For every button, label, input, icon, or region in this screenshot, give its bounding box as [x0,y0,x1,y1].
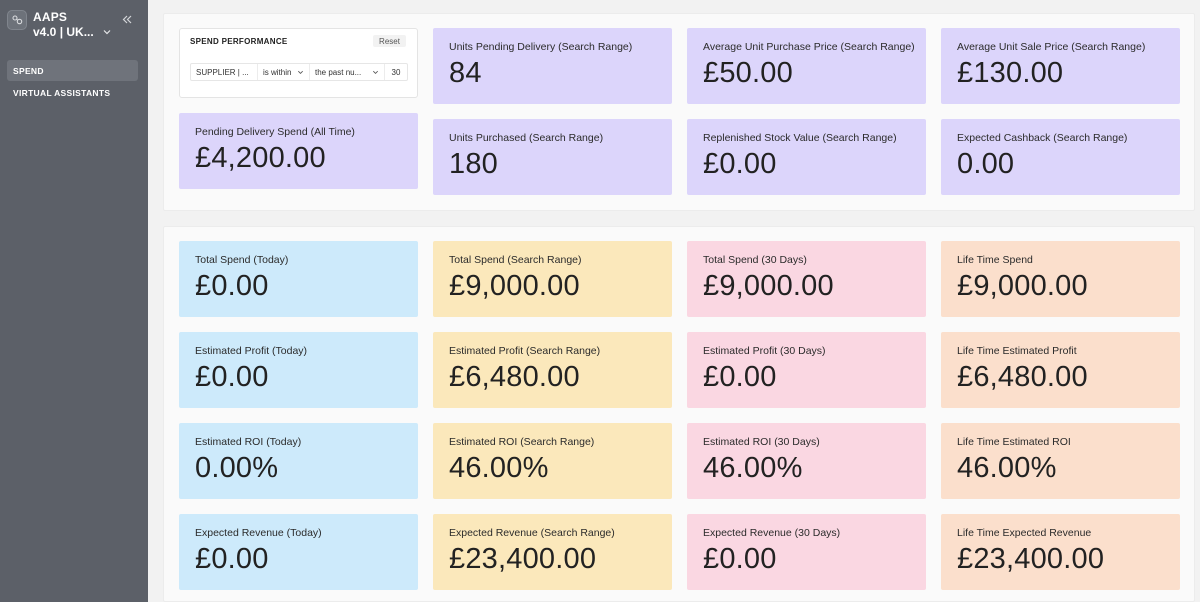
stat-label: Estimated Profit (Today) [195,345,308,357]
stat-card-expected-revenue-30-days: Expected Revenue (30 Days) £0.00 [687,514,926,590]
filter-title: SPEND PERFORMANCE [190,37,288,46]
filter-field-value: SUPPLIER | ... [196,67,249,77]
stat-value: 46.00% [449,452,549,484]
stat-value: £0.00 [195,543,269,575]
stat-label: Replenished Stock Value (Search Range) [703,132,897,144]
stat-value: £50.00 [703,57,793,89]
chevron-down-icon [298,70,303,74]
stat-card-estimated-profit-search-range: Estimated Profit (Search Range) £6,480.0… [433,332,672,408]
stat-value: £9,000.00 [703,270,834,302]
brand-version: v4.0 | UK... [33,25,94,39]
collapse-sidebar-icon[interactable] [120,12,134,26]
stat-card-replenished-stock-value: Replenished Stock Value (Search Range) £… [687,119,926,195]
stat-label: Total Spend (Search Range) [449,254,582,266]
stat-label: Units Purchased (Search Range) [449,132,604,144]
filter-relative-select[interactable]: the past nu... [310,64,385,80]
stat-value: £23,400.00 [449,543,597,575]
stat-label: Life Time Estimated Profit [957,345,1077,357]
stat-card-life-time-estimated-roi: Life Time Estimated ROI 46.00% [941,423,1180,499]
chevron-down-icon[interactable] [100,25,114,39]
stat-label: Total Spend (Today) [195,254,289,266]
stat-value: £6,480.00 [449,361,580,393]
stat-card-estimated-profit-today: Estimated Profit (Today) £0.00 [179,332,418,408]
stat-value: £0.00 [703,543,777,575]
stat-card-estimated-roi-today: Estimated ROI (Today) 0.00% [179,423,418,499]
stat-label: Expected Revenue (Search Range) [449,527,615,539]
sidebar-item-virtual-assistants[interactable]: VIRTUAL ASSISTANTS [13,87,111,98]
stat-value: £4,200.00 [195,142,326,174]
filter-operator-select[interactable]: is within [258,64,310,80]
stat-label: Life Time Expected Revenue [957,527,1092,539]
stat-card-expected-cashback: Expected Cashback (Search Range) 0.00 [941,119,1180,195]
stat-value: £23,400.00 [957,543,1105,575]
stat-card-life-time-expected-revenue: Life Time Expected Revenue £23,400.00 [941,514,1180,590]
filter-field-select[interactable]: SUPPLIER | ... [191,64,258,80]
sidebar-nav: SPEND VIRTUAL ASSISTANTS [7,60,138,104]
stat-card-average-unit-sale-price: Average Unit Sale Price (Search Range) £… [941,28,1180,104]
stat-card-total-spend-today: Total Spend (Today) £0.00 [179,241,418,317]
stat-label: Expected Revenue (Today) [195,527,322,539]
filter-value: 30 [391,67,401,77]
stat-label: Life Time Spend [957,254,1033,266]
stat-label: Average Unit Sale Price (Search Range) [957,41,1146,53]
stat-value: £0.00 [195,361,269,393]
stat-value: 46.00% [957,452,1057,484]
stat-value: 0.00% [195,452,279,484]
filter-relative-value: the past nu... [315,67,362,77]
stat-label: Estimated Profit (30 Days) [703,345,826,357]
stat-label: Total Spend (30 Days) [703,254,807,266]
stat-card-estimated-roi-30-days: Estimated ROI (30 Days) 46.00% [687,423,926,499]
stat-label: Estimated Profit (Search Range) [449,345,601,357]
stat-label: Expected Revenue (30 Days) [703,527,841,539]
stat-label: Estimated ROI (Search Range) [449,436,595,448]
stat-label: Pending Delivery Spend (All Time) [195,126,355,138]
stat-card-total-spend-search-range: Total Spend (Search Range) £9,000.00 [433,241,672,317]
stat-label: Life Time Estimated ROI [957,436,1071,448]
stat-value: 0.00 [957,148,1015,180]
brand-name: AAPS [33,10,68,24]
stat-value: £0.00 [703,148,777,180]
stat-card-units-purchased: Units Purchased (Search Range) 180 [433,119,672,195]
reset-button[interactable]: Reset [373,35,406,47]
stat-card-estimated-roi-search-range: Estimated ROI (Search Range) 46.00% [433,423,672,499]
stat-value: £9,000.00 [449,270,580,302]
stat-label: Estimated ROI (30 Days) [703,436,820,448]
stat-value: £0.00 [703,361,777,393]
stat-card-life-time-spend: Life Time Spend £9,000.00 [941,241,1180,317]
stat-value: 46.00% [703,452,803,484]
stat-card-estimated-profit-30-days: Estimated Profit (30 Days) £0.00 [687,332,926,408]
stat-card-average-unit-purchase-price: Average Unit Purchase Price (Search Rang… [687,28,926,104]
stat-card-total-spend-30-days: Total Spend (30 Days) £9,000.00 [687,241,926,317]
sidebar: AAPS v4.0 | UK... SPEND VIRTUAL ASSISTAN… [0,0,148,602]
stat-card-units-pending-delivery: Units Pending Delivery (Search Range) 84 [433,28,672,104]
spend-performance-filter: SPEND PERFORMANCE Reset SUPPLIER | ... i… [179,28,418,98]
stat-card-life-time-estimated-profit: Life Time Estimated Profit £6,480.00 [941,332,1180,408]
stat-label: Average Unit Purchase Price (Search Rang… [703,41,915,53]
stat-label: Expected Cashback (Search Range) [957,132,1128,144]
stat-card-expected-revenue-today: Expected Revenue (Today) £0.00 [179,514,418,590]
filter-row: SUPPLIER | ... is within the past nu... … [190,63,408,81]
app-logo-icon [7,10,27,30]
filter-operator-value: is within [263,67,292,77]
sidebar-item-spend[interactable]: SPEND [7,60,138,81]
brand-switcher[interactable]: AAPS v4.0 | UK... [7,9,141,49]
filter-value-input[interactable]: 30 [385,64,407,80]
stat-card-pending-delivery-spend: Pending Delivery Spend (All Time) £4,200… [179,113,418,189]
stat-label: Estimated ROI (Today) [195,436,302,448]
stat-value: £9,000.00 [957,270,1088,302]
chevron-down-icon [373,70,378,74]
stat-value: £6,480.00 [957,361,1088,393]
stat-value: 84 [449,57,482,89]
stat-value: £130.00 [957,57,1064,89]
stat-value: 180 [449,148,498,180]
stat-value: £0.00 [195,270,269,302]
stat-label: Units Pending Delivery (Search Range) [449,41,633,53]
stat-card-expected-revenue-search-range: Expected Revenue (Search Range) £23,400.… [433,514,672,590]
